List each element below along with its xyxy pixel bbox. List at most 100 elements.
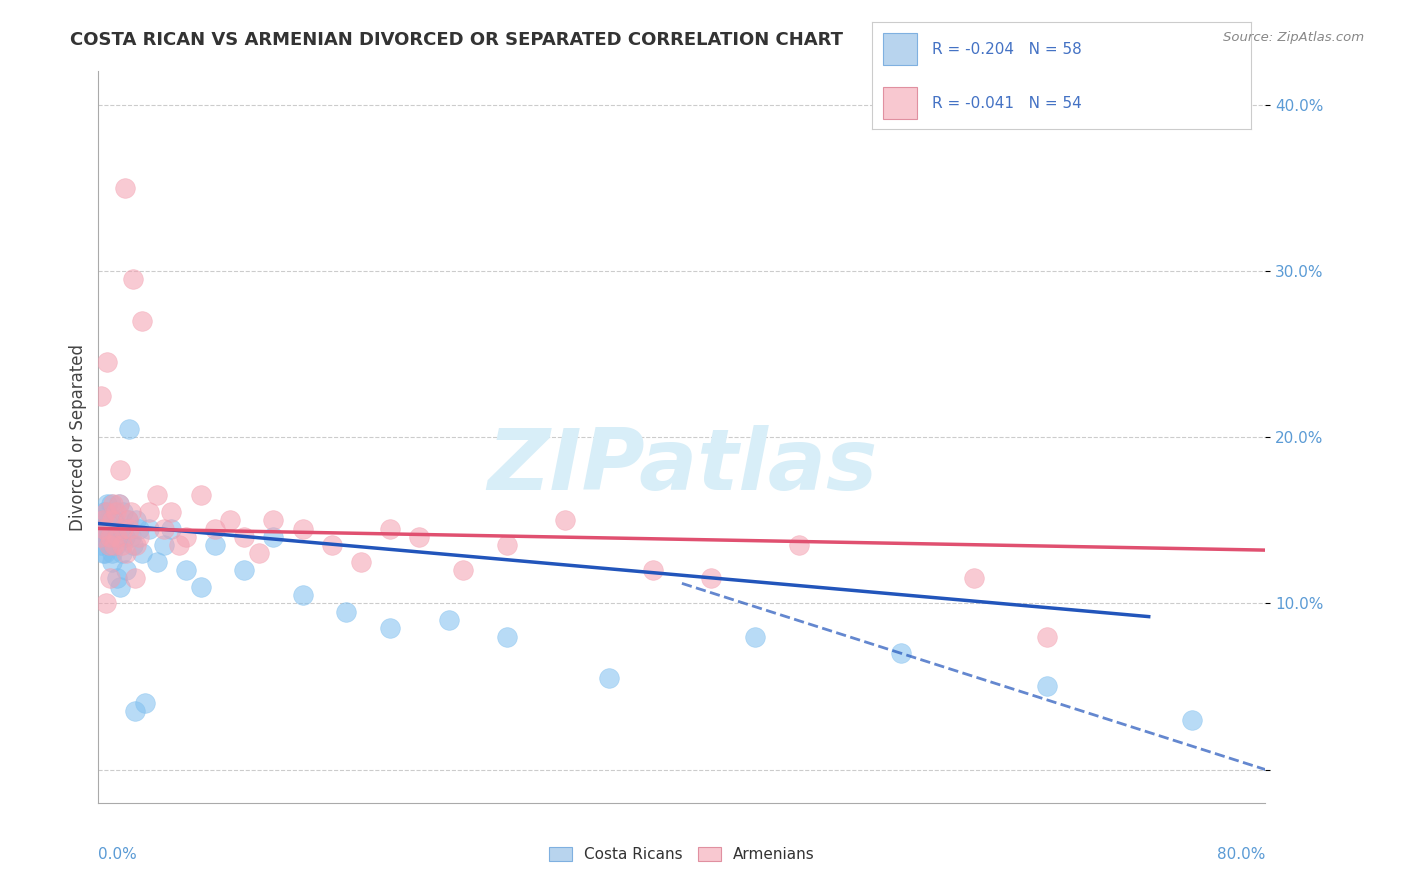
Point [91,513,114,527]
Point [118,521,141,535]
Point [146,488,169,502]
Point [160,505,183,519]
Point [125,538,148,552]
Point [122,272,145,286]
Point [93,521,115,535]
Point [93,521,115,535]
Point [124,571,146,585]
Point [114,180,136,194]
Point [160,521,183,535]
Point [97,538,120,552]
Point [138,505,160,519]
Text: 80.0%: 80.0% [1218,847,1265,862]
Point [117,513,139,527]
Point [700,571,723,585]
Text: ZIPatlas: ZIPatlas [486,425,877,508]
Point [146,555,169,569]
Point [91,530,114,544]
Point [554,513,576,527]
Point [451,563,474,577]
Text: R = -0.204   N = 58: R = -0.204 N = 58 [932,42,1083,57]
Point [98,571,121,585]
Point [111,538,134,552]
Point [118,422,141,436]
Point [98,513,121,527]
Point [124,705,146,719]
Point [112,505,135,519]
Text: 0.0%: 0.0% [98,847,138,862]
Point [115,546,138,560]
Text: COSTA RICAN VS ARMENIAN DIVORCED OR SEPARATED CORRELATION CHART: COSTA RICAN VS ARMENIAN DIVORCED OR SEPA… [70,31,844,49]
Point [93,505,115,519]
Point [335,605,357,619]
Point [744,630,766,644]
Point [122,538,145,552]
Point [138,521,160,535]
Point [94,505,117,519]
Point [204,538,226,552]
Point [97,538,120,552]
Point [91,546,114,560]
Point [104,538,127,552]
Point [100,497,122,511]
Point [128,521,150,535]
Point [97,530,120,544]
Point [1181,713,1204,727]
Point [641,563,664,577]
Point [380,521,402,535]
Bar [883,87,917,119]
Point [90,388,112,402]
Point [105,530,128,544]
Point [112,521,135,535]
Point [103,538,125,552]
Point [247,546,270,560]
Point [174,530,197,544]
Point [105,571,128,585]
Point [134,696,156,710]
Point [380,621,402,635]
Point [167,538,190,552]
Point [120,530,142,544]
Point [100,546,122,560]
Point [110,463,132,477]
Point [90,513,112,527]
Point [125,513,148,527]
Point [105,530,128,544]
Point [120,505,142,519]
Point [263,513,285,527]
Point [263,530,285,544]
Point [321,538,343,552]
Point [110,580,132,594]
Point [190,580,212,594]
Point [101,521,124,535]
Point [598,671,620,685]
Point [96,505,118,519]
Point [104,505,127,519]
Point [103,513,125,527]
Point [100,513,122,527]
Point [787,538,810,552]
Point [190,488,212,502]
Point [94,546,117,560]
Point [291,588,314,602]
Point [131,546,153,560]
Point [108,497,131,511]
Point [90,538,112,552]
Point [291,521,314,535]
Point [89,530,111,544]
Point [89,521,111,535]
Point [1035,630,1057,644]
Point [96,355,118,369]
Point [174,563,197,577]
Legend: Costa Ricans, Armenians: Costa Ricans, Armenians [543,841,821,868]
Point [204,521,226,535]
Point [890,646,912,660]
Point [98,521,121,535]
Point [437,613,460,627]
Point [110,521,132,535]
Point [98,530,121,544]
Point [128,530,150,544]
Bar [883,33,917,65]
Point [153,538,176,552]
Text: R = -0.041   N = 54: R = -0.041 N = 54 [932,95,1083,111]
